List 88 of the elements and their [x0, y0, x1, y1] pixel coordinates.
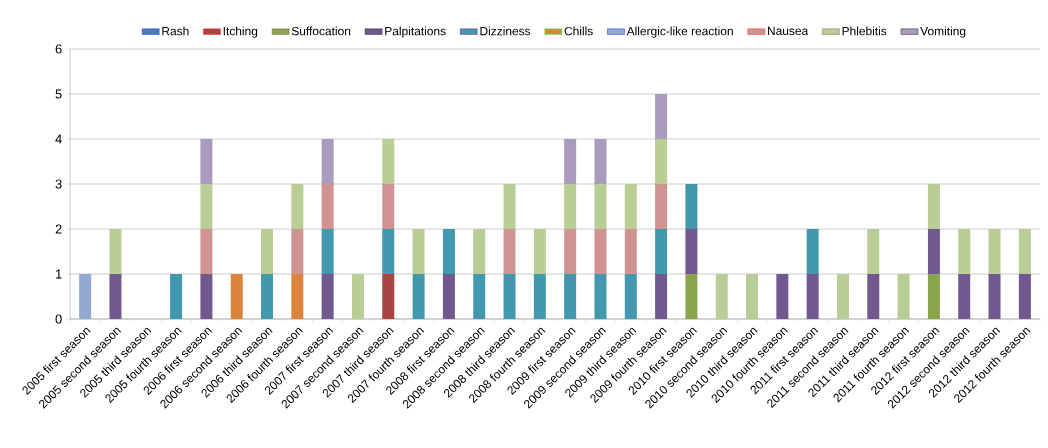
bar	[261, 229, 274, 274]
bar	[321, 274, 334, 319]
bar	[655, 274, 668, 319]
bar	[109, 229, 122, 274]
bar	[655, 184, 668, 229]
y-tick-label: 1	[56, 269, 62, 279]
bar	[1018, 229, 1031, 274]
bar	[291, 274, 304, 319]
y-tick-label: 4	[55, 134, 62, 144]
bar	[412, 229, 425, 274]
bar	[927, 229, 940, 274]
bar	[79, 274, 92, 319]
bar	[655, 94, 668, 139]
y-tick-label: 0	[55, 314, 62, 324]
bar	[958, 229, 971, 274]
bar	[200, 184, 213, 229]
bar	[291, 184, 304, 229]
bar	[351, 274, 364, 319]
bar	[442, 274, 455, 319]
bar	[836, 274, 849, 319]
bar	[564, 184, 577, 229]
bar	[988, 274, 1001, 319]
bar	[503, 274, 516, 319]
bar	[715, 274, 728, 319]
bar	[321, 184, 334, 229]
legend-label: Dizziness	[480, 26, 531, 36]
legend-label: Nausea	[767, 26, 809, 36]
bar	[655, 139, 668, 184]
bar	[533, 274, 546, 319]
y-tick-label: 3	[55, 179, 62, 189]
y-tick-label: 5	[55, 89, 62, 99]
bar	[200, 229, 213, 274]
legend-label: Palpitations	[385, 26, 446, 38]
legend-label: Itching	[223, 26, 258, 38]
bar	[382, 139, 395, 184]
bar	[503, 184, 516, 229]
bar	[109, 274, 122, 319]
bar	[806, 229, 819, 274]
bar	[230, 274, 243, 319]
bar	[200, 274, 213, 319]
bar	[1018, 274, 1031, 319]
legend-label: Phlebitis	[842, 26, 887, 36]
bar	[624, 229, 637, 274]
bar	[291, 229, 304, 274]
bar	[564, 274, 577, 319]
y-tick-label: 6	[55, 44, 62, 54]
bar	[473, 229, 486, 274]
bar	[624, 274, 637, 319]
legend-label: Suffocation	[291, 26, 351, 36]
legend-label: Rash	[162, 26, 189, 36]
bar	[897, 274, 910, 319]
bar	[867, 274, 880, 319]
bar	[170, 274, 183, 319]
bar	[776, 274, 789, 319]
bar	[442, 229, 455, 274]
bar	[261, 274, 274, 319]
bar	[382, 184, 395, 229]
legend-label: Allergic-like reaction	[626, 26, 733, 38]
bar	[503, 229, 516, 274]
bar	[685, 229, 698, 274]
bar	[685, 184, 698, 229]
bar	[412, 274, 425, 319]
bar	[594, 184, 607, 229]
bar	[321, 229, 334, 274]
bar	[594, 229, 607, 274]
bar	[988, 229, 1001, 274]
bar	[958, 274, 971, 319]
bar	[382, 274, 395, 319]
bar	[533, 229, 546, 274]
bar	[806, 274, 819, 319]
legend-label: Vomiting	[920, 26, 966, 38]
bar	[564, 139, 577, 184]
bar	[655, 229, 668, 274]
bar	[685, 274, 698, 319]
bar	[594, 274, 607, 319]
bar	[594, 139, 607, 184]
y-tick-label: 2	[55, 224, 62, 234]
legend-label: Chills	[564, 26, 593, 36]
bar	[473, 274, 486, 319]
bar	[382, 229, 395, 274]
bar	[927, 274, 940, 319]
bar	[927, 184, 940, 229]
bar	[200, 139, 213, 184]
bar	[564, 229, 577, 274]
bar	[624, 184, 637, 229]
bar	[867, 229, 880, 274]
bar	[321, 139, 334, 184]
bar	[746, 274, 759, 319]
